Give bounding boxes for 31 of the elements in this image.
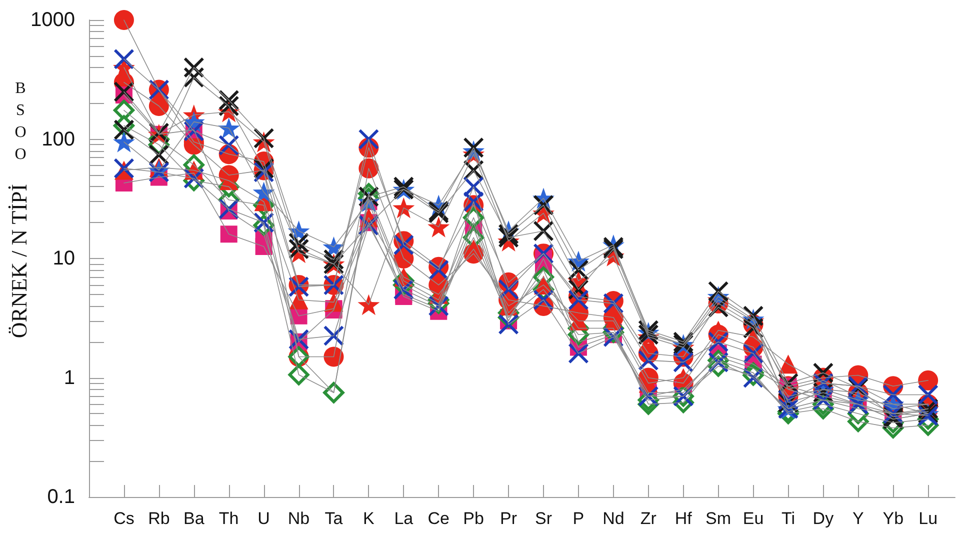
x-tick-label: Nb <box>288 509 310 528</box>
x-tick-label: Pr <box>500 509 518 528</box>
x-tick-label: Sr <box>535 509 552 528</box>
x-tick-label: Sm <box>706 509 732 528</box>
x-tick-label: Ti <box>781 509 795 528</box>
x-tick-label: Ta <box>324 509 344 528</box>
x-tick-label: Eu <box>742 509 764 528</box>
x-tick-label: Nd <box>602 509 624 528</box>
x-tick-label: Rb <box>148 509 170 528</box>
x-tick-label: Pb <box>463 509 484 528</box>
x-tick-label: La <box>394 509 414 528</box>
x-tick-label: Dy <box>812 509 834 528</box>
y-tick-label: 0.1 <box>47 486 75 508</box>
x-tick-label: Y <box>852 509 864 528</box>
x-tick-label: Ce <box>428 509 450 528</box>
text: BSOO <box>12 80 29 168</box>
x-tick-label: K <box>363 509 376 528</box>
x-tick-label: Cs <box>114 509 134 528</box>
y-tick-label: 100 <box>42 128 75 150</box>
x-tick-label: U <box>258 509 270 528</box>
x-tick-label: Zr <box>640 509 657 528</box>
y-tick-label: 1000 <box>30 9 75 31</box>
x-tick-label: Th <box>218 509 239 528</box>
x-tick-label: Hf <box>674 509 692 528</box>
y-axis-title: ÖRNEK / N TİPİ <box>6 184 32 338</box>
x-tick-label: Ba <box>183 509 205 528</box>
x-tick-label: P <box>572 509 584 528</box>
x-tick-label: Yb <box>882 509 904 528</box>
x-tick-label: Lu <box>918 509 938 528</box>
y-tick-label: 10 <box>52 248 75 270</box>
y-tick-label: 1 <box>64 366 75 389</box>
